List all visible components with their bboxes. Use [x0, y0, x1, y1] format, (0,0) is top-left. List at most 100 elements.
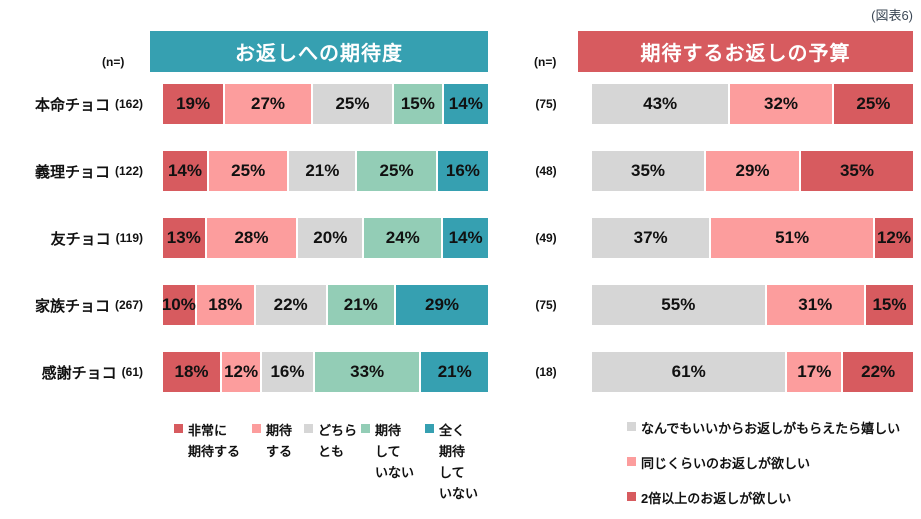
percent-label: 24% [385, 228, 420, 247]
bar-segment: 22% [843, 352, 913, 392]
percent-label: 25% [856, 94, 891, 113]
legend-label-line: 期待 [375, 423, 402, 438]
bar-segment: 29% [706, 151, 799, 191]
legend-label: どちら とも [318, 420, 357, 462]
stacked-bar: 43% 32% 25% [592, 84, 913, 124]
row-label: 友チョコ (119) [0, 218, 143, 258]
percent-label: 14% [448, 94, 483, 113]
legend-label-line: 期待 [266, 423, 293, 438]
bar-segment: 33% [314, 352, 420, 392]
bar-segment: 25% [208, 151, 288, 191]
bar-segment: 37% [592, 218, 710, 258]
sample-size-label: (48) [535, 164, 557, 178]
legend-swatch [627, 422, 636, 431]
percent-label: 16% [270, 362, 305, 381]
sample-size-label: (122) [114, 164, 143, 178]
legend-label-line: して [439, 465, 465, 480]
legend-label: 全く 期待 して いない [439, 420, 478, 504]
legend-label: 非常に 期待する [188, 420, 240, 462]
bar-segment: 16% [437, 151, 488, 191]
bar-segment: 43% [592, 84, 729, 124]
sample-size-label: (61) [121, 365, 143, 379]
row-label: (18) [520, 352, 572, 392]
legend-item: どちら とも [304, 420, 357, 462]
stacked-bar: 10% 18% 22% 21% 29% [162, 285, 488, 325]
bar-segment: 29% [396, 285, 488, 325]
legend-swatch [627, 492, 636, 501]
legend-label: 同じくらいのお返しが欲しい [641, 453, 810, 474]
percent-label: 15% [872, 295, 907, 314]
chart-row: 家族チョコ (267) 10% 18% 22% 21% 29% [0, 285, 921, 325]
bar-segment: 18% [163, 352, 221, 392]
stacked-bar: 19% 27% 25% 15% 14% [163, 84, 488, 124]
bar-segment: 21% [289, 151, 356, 191]
bar-segment: 35% [800, 151, 914, 191]
bar-segment: 13% [163, 218, 205, 258]
percent-label: 25% [379, 161, 414, 180]
row-label: 義理チョコ (122) [0, 151, 143, 191]
legend-swatch [425, 424, 434, 433]
percent-label: 12% [224, 362, 259, 381]
legend-label: 期待 する [266, 420, 292, 462]
bar-segment: 18% [196, 285, 254, 325]
chart-row: (49) 37% 51% 12% [0, 218, 921, 258]
percent-label: 13% [166, 228, 201, 247]
percent-label: 25% [335, 94, 370, 113]
bar-segment: 19% [163, 84, 224, 124]
legend-item: 非常に 期待する [174, 420, 240, 462]
legend-label-line: なんでもいいからお返しがもらえたら嬉しい [641, 421, 901, 436]
bar-segment: 61% [592, 352, 786, 392]
legend-swatch [304, 424, 313, 433]
right-chart-title: 期待するお返しの予算 [578, 31, 913, 72]
stacked-bar: 18% 12% 16% 33% 21% [163, 352, 488, 392]
percent-label: 18% [208, 295, 243, 314]
legend-item: 期待 して いない [361, 420, 414, 483]
bar-segment: 22% [255, 285, 326, 325]
percent-label: 28% [234, 228, 269, 247]
percent-label: 43% [643, 94, 678, 113]
legend-swatch [252, 424, 261, 433]
bar-segment: 31% [766, 285, 864, 325]
bar-segment: 28% [206, 218, 297, 258]
legend-label-line: 2倍以上のお返しが欲しい [641, 491, 792, 506]
row-label: 家族チョコ (267) [0, 285, 143, 325]
percent-label: 51% [775, 228, 810, 247]
legend-label: 2倍以上のお返しが欲しい [641, 488, 791, 509]
percent-label: 27% [251, 94, 286, 113]
bar-segment: 17% [787, 352, 842, 392]
percent-label: 22% [273, 295, 308, 314]
bar-segment: 27% [225, 84, 311, 124]
stacked-bar: 14% 25% 21% 25% 16% [163, 151, 488, 191]
left-n-equals-label: (n=) [102, 55, 125, 69]
sample-size-label: (49) [535, 231, 557, 245]
percent-label: 21% [305, 161, 340, 180]
sample-size-label: (267) [114, 298, 143, 312]
legend-item: 期待 する [252, 420, 292, 462]
left-chart-title: お返しへの期待度 [150, 31, 488, 72]
bar-segment: 14% [163, 151, 207, 191]
row-label: (75) [520, 84, 572, 124]
percent-label: 29% [425, 295, 460, 314]
stacked-bar: 37% 51% 12% [592, 218, 914, 258]
bar-segment: 12% [874, 218, 914, 258]
legend-item: なんでもいいからお返しがもらえたら嬉しい [627, 418, 900, 439]
bar-segment: 55% [592, 285, 765, 325]
percent-label: 37% [633, 228, 668, 247]
bar-segment: 15% [865, 285, 913, 325]
bar-segment: 14% [443, 218, 488, 258]
category-label: 友チョコ [50, 230, 111, 248]
bar-segment: 35% [592, 151, 705, 191]
chart-row: (75) 43% 32% 25% [0, 84, 921, 124]
category-label: 感謝チョコ [41, 364, 117, 382]
figure-label: (図表6) [871, 8, 913, 23]
percent-label: 20% [313, 228, 348, 247]
bar-segment: 15% [394, 84, 442, 124]
bar-segment: 12% [222, 352, 261, 392]
legend-label-line: 同じくらいのお返しが欲しい [641, 456, 811, 471]
percent-label: 12% [876, 228, 911, 247]
legend-item: 同じくらいのお返しが欲しい [627, 453, 810, 474]
